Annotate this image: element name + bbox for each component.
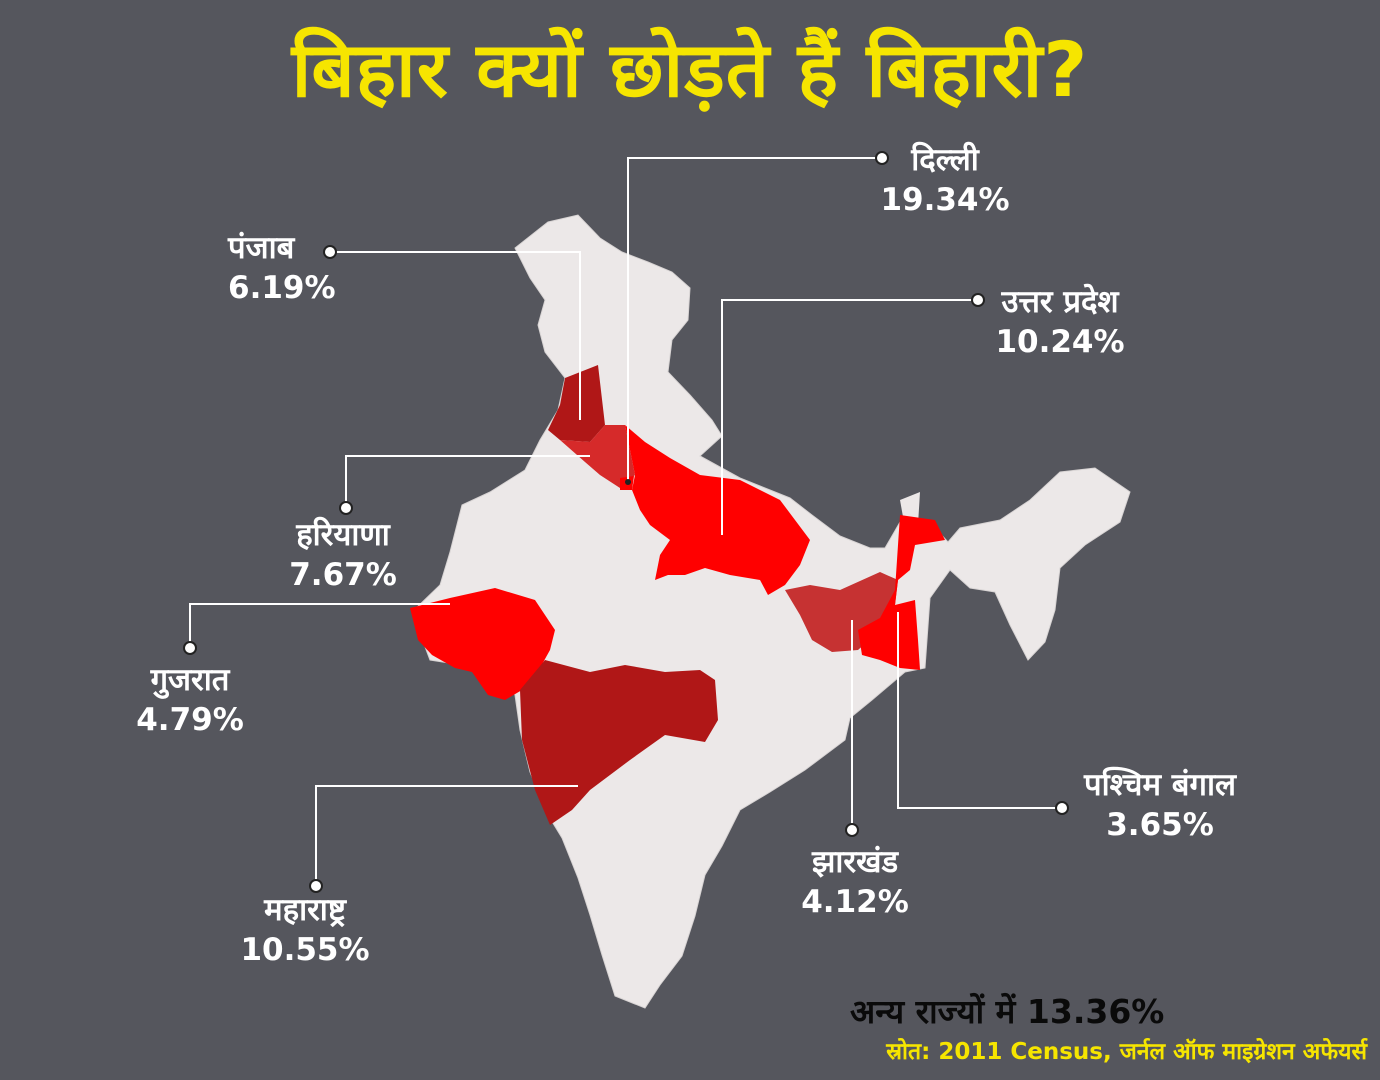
leader-dots [183,151,1069,893]
state-name: हरियाणा [296,517,390,553]
state-value: 6.19% [228,270,336,306]
dot-delhi [875,151,889,165]
source-note: स्रोत: 2011 Census, जर्नल ऑफ माइग्रेशन अ… [886,1039,1367,1065]
dot-delhi-map [625,479,631,485]
dot-jharkhand [845,823,859,837]
dot-west-bengal [1055,801,1069,815]
state-haryana [560,425,635,488]
state-name: दिल्ली [911,142,979,178]
dot-punjab [323,245,337,259]
label-punjab: पंजाब 6.19% [228,228,368,308]
state-name: पश्चिम बंगाल [1083,767,1237,803]
state-name: झारखंड [811,844,899,880]
state-maharashtra [520,660,718,825]
dot-uttar-pradesh [971,293,985,307]
state-name: पंजाब [228,230,295,266]
label-delhi: दिल्ली 19.34% [870,140,1020,220]
state-gujarat [410,588,555,700]
label-jharkhand: झारखंड 4.12% [780,842,930,922]
state-value: 10.24% [995,324,1125,360]
leader-maharashtra [315,785,578,886]
label-uttar-pradesh: उत्तर प्रदेश 10.24% [985,282,1135,362]
label-west-bengal: पश्चिम बंगाल 3.65% [1055,765,1265,845]
leader-uttar-pradesh [721,299,978,535]
state-name: महाराष्ट्र [264,892,346,928]
state-uttar-pradesh [625,425,810,595]
state-value: 4.79% [136,702,244,738]
label-maharashtra: महाराष्ट्र 10.55% [230,890,380,970]
dot-haryana [339,501,353,515]
label-haryana: हरियाणा 7.67% [268,515,418,595]
dot-maharashtra [309,879,323,893]
leader-lines [189,157,1062,886]
state-name: उत्तर प्रदेश [1001,284,1119,320]
leader-delhi [627,157,882,482]
state-value: 19.34% [880,182,1010,218]
dot-gujarat [183,641,197,655]
leader-gujarat [189,603,450,648]
other-states-note: अन्य राज्यों में 13.36% [850,992,1165,1031]
page-title: बिहार क्यों छोड़ते हैं बिहारी? [291,25,1089,114]
leader-west-bengal [897,612,1062,809]
state-value: 3.65% [1106,807,1214,843]
leader-punjab [330,251,581,420]
state-west-bengal [858,515,945,670]
state-punjab [548,365,605,442]
state-name: गुजरात [150,662,230,698]
state-value: 10.55% [240,932,370,968]
leader-haryana [345,455,590,508]
label-gujarat: गुजरात 4.79% [115,660,265,740]
state-value: 4.12% [801,884,909,920]
state-value: 7.67% [289,557,397,593]
